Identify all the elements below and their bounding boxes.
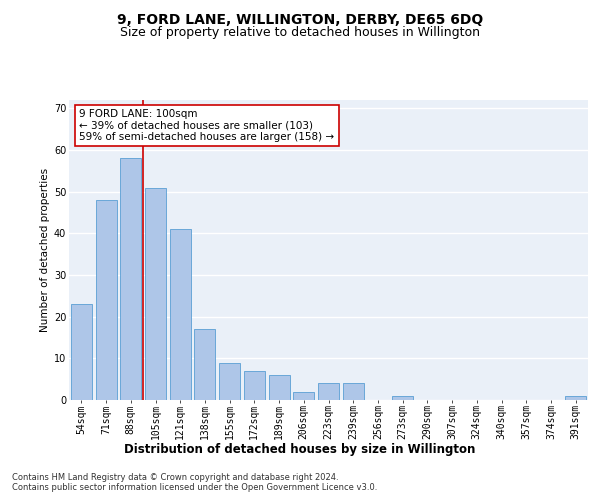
Bar: [194, 329, 215, 400]
Bar: [565, 396, 586, 400]
Text: 9 FORD LANE: 100sqm
← 39% of detached houses are smaller (103)
59% of semi-detac: 9 FORD LANE: 100sqm ← 39% of detached ho…: [79, 109, 335, 142]
Text: 9, FORD LANE, WILLINGTON, DERBY, DE65 6DQ: 9, FORD LANE, WILLINGTON, DERBY, DE65 6D…: [117, 12, 483, 26]
Bar: [170, 229, 191, 400]
Bar: [293, 392, 314, 400]
Bar: [244, 371, 265, 400]
Text: Size of property relative to detached houses in Willington: Size of property relative to detached ho…: [120, 26, 480, 39]
Bar: [269, 375, 290, 400]
Bar: [343, 384, 364, 400]
Bar: [145, 188, 166, 400]
Bar: [392, 396, 413, 400]
Bar: [318, 384, 339, 400]
Bar: [120, 158, 141, 400]
Bar: [95, 200, 116, 400]
Text: Contains HM Land Registry data © Crown copyright and database right 2024.
Contai: Contains HM Land Registry data © Crown c…: [12, 472, 377, 492]
Text: Distribution of detached houses by size in Willington: Distribution of detached houses by size …: [124, 442, 476, 456]
Bar: [71, 304, 92, 400]
Y-axis label: Number of detached properties: Number of detached properties: [40, 168, 50, 332]
Bar: [219, 362, 240, 400]
